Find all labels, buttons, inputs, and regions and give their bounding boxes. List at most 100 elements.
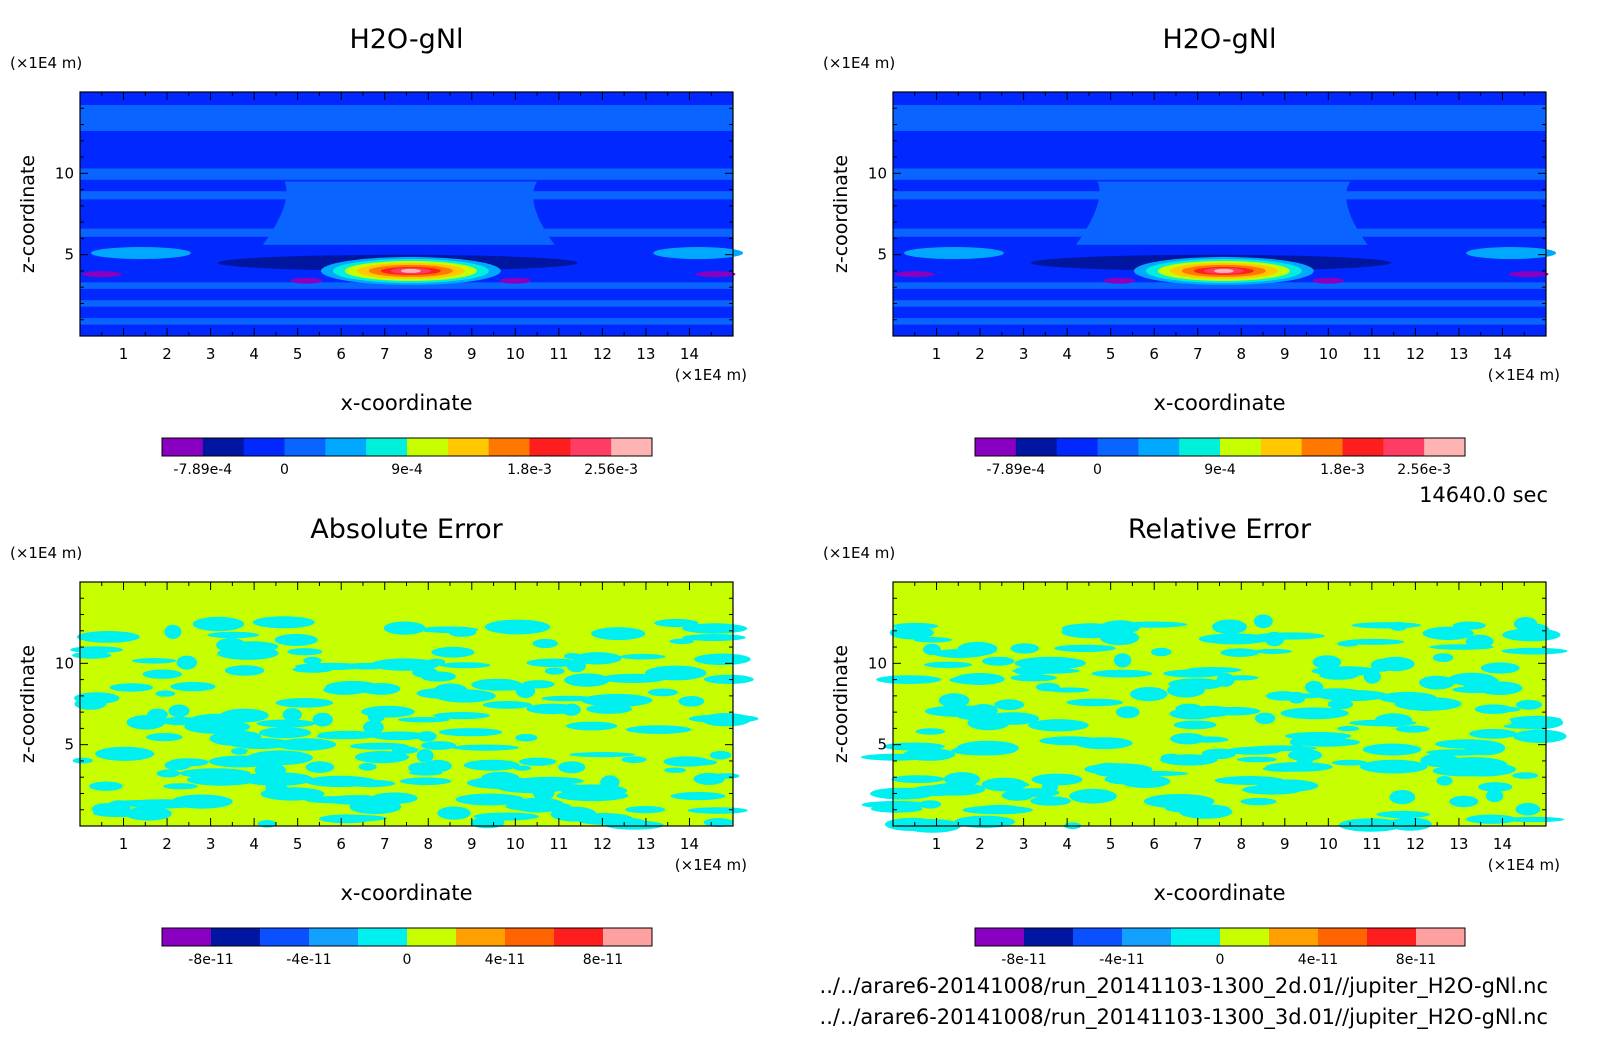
field-cell [241,772,313,786]
x-tick-label: 6 [336,835,346,853]
x-tick-label: 1 [119,835,129,853]
field-cell [1253,648,1293,654]
field-cell [1501,647,1568,655]
x-tick-label: 14 [680,835,699,853]
x-tick-label: 2 [975,345,985,363]
colorbar-swatch [1097,438,1139,456]
field-cell [292,666,333,673]
field-min-spot [1508,271,1549,278]
field-cell [1502,816,1565,823]
x-unit-label: (×1E4 m) [675,366,747,384]
colorbar-label: 0 [1216,952,1225,968]
field-cell [168,758,209,767]
colorbar-swatch [407,438,449,456]
colorbar-label: 8e-11 [583,952,623,968]
field-cell [420,741,457,750]
field-cell [349,742,409,750]
z-tick-label: 5 [877,736,887,754]
field-cell [455,793,525,806]
field-cell [670,792,726,801]
field-band [80,318,733,325]
colorbar-swatch [358,928,408,946]
field-cell [260,787,325,801]
field-cell [1426,749,1487,756]
field-cell [564,653,582,660]
chart-title: H2O-gNl [1162,24,1276,55]
field-cell [224,665,265,676]
field-cell [1091,669,1153,678]
x-tick-label: 5 [293,835,303,853]
field-cell [1130,687,1168,702]
colorbar-swatch [1367,928,1417,946]
field-cell [1113,653,1132,668]
z-tick-label: 5 [877,246,887,264]
colorbar-swatch [456,928,506,946]
colorbar-swatch [1301,438,1343,456]
field-cell [924,661,973,668]
x-tick-label: 3 [1019,835,1029,853]
field-cell [519,757,557,766]
colorbar-swatch [1220,438,1262,456]
field-cell [709,750,732,760]
x-tick-label: 11 [1362,345,1381,363]
field-cell [312,712,333,727]
colorbar-label: 9e-4 [1204,462,1236,478]
field-cell [682,759,718,766]
colorbar-swatch [1122,928,1172,946]
field-cell [131,658,177,664]
field-cell [323,684,367,695]
field-cell [1186,736,1229,743]
field-cell [1216,673,1235,687]
field-cell [591,627,646,641]
field-cell [1502,628,1561,642]
field-cell [526,703,579,715]
field-cell [170,681,216,692]
x-tick-label: 3 [206,835,216,853]
field-min-spot [290,277,323,284]
field-cell [1242,785,1303,795]
field-cell [688,714,759,723]
field-cell [1304,680,1324,694]
colorbar-swatch [975,438,1017,456]
colorbar-swatch [1342,438,1384,456]
x-tick-label: 11 [549,835,568,853]
z-tick-label: 10 [868,654,887,672]
field-cell [1319,670,1359,680]
field-cell [470,817,505,829]
field-cell [433,683,468,698]
field-cell [327,814,388,822]
field-cell [399,777,452,785]
field-cell [426,658,446,666]
field-cell [1409,698,1442,712]
x-axis-label: x-coordinate [340,881,472,905]
colorbar-label: 0 [403,952,412,968]
field-cell [1478,782,1513,792]
field-cell [1053,719,1074,730]
field-cell [106,800,131,814]
x-tick-label: 1 [932,345,942,363]
field-cell [654,618,699,628]
field-cell [532,638,558,649]
field-cell [1163,669,1224,678]
colorbar-label: -4e-11 [1099,952,1144,968]
colorbar-swatch [1138,438,1180,456]
field-cell [526,658,581,668]
field-cell [703,674,754,685]
z-tick-label: 5 [64,736,74,754]
field-cell [1290,737,1361,747]
colorbar-label: -7.89e-4 [173,462,232,478]
field-cell [176,655,198,670]
x-tick-label: 1 [119,345,129,363]
z-tick-label: 10 [868,164,887,182]
x-axis-label: x-coordinate [1153,881,1285,905]
x-tick-label: 6 [336,345,346,363]
z-axis-label: z-coordinate [830,645,852,763]
field-cell [1179,805,1233,819]
field-cell [1010,674,1057,682]
x-tick-label: 5 [1106,835,1116,853]
colorbar-swatch [554,928,604,946]
field-side-feature [90,247,191,260]
field-cell [511,797,565,813]
